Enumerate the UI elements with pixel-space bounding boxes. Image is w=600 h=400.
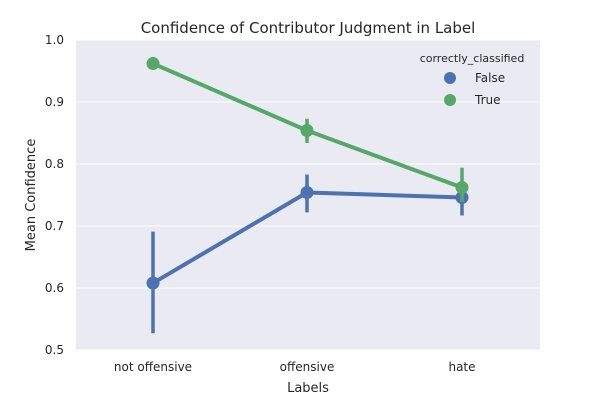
chart-title: Confidence of Contributor Judgment in La…	[141, 19, 476, 37]
legend: correctly_classified False True	[420, 52, 525, 107]
data-point	[300, 124, 314, 138]
x-axis-label: Labels	[287, 381, 329, 396]
legend-marker-true	[444, 94, 456, 106]
y-tick-label: 0.5	[45, 343, 64, 357]
y-tick-label: 0.6	[45, 281, 64, 295]
y-tick-label: 1.0	[45, 33, 64, 47]
data-point	[300, 186, 314, 200]
y-axis-label: Mean Confidence	[24, 139, 39, 252]
y-tick-label: 0.7	[45, 219, 64, 233]
data-point	[146, 57, 160, 71]
data-point	[146, 276, 160, 290]
y-tick-labels: 0.5 0.6 0.7 0.8 0.9 1.0	[45, 33, 64, 357]
series-layer	[146, 57, 469, 334]
legend-marker-false	[444, 72, 456, 84]
x-tick-label: offensive	[280, 360, 335, 374]
x-tick-label: hate	[448, 360, 475, 374]
series-true	[146, 57, 469, 202]
legend-title: correctly_classified	[420, 52, 525, 65]
x-tick-label: not offensive	[114, 360, 192, 374]
data-point	[455, 181, 469, 195]
legend-label-true: True	[474, 93, 501, 107]
y-tick-label: 0.8	[45, 157, 64, 171]
x-tick-labels: not offensive offensive hate	[114, 360, 476, 374]
y-tick-label: 0.9	[45, 95, 64, 109]
legend-label-false: False	[475, 71, 505, 85]
